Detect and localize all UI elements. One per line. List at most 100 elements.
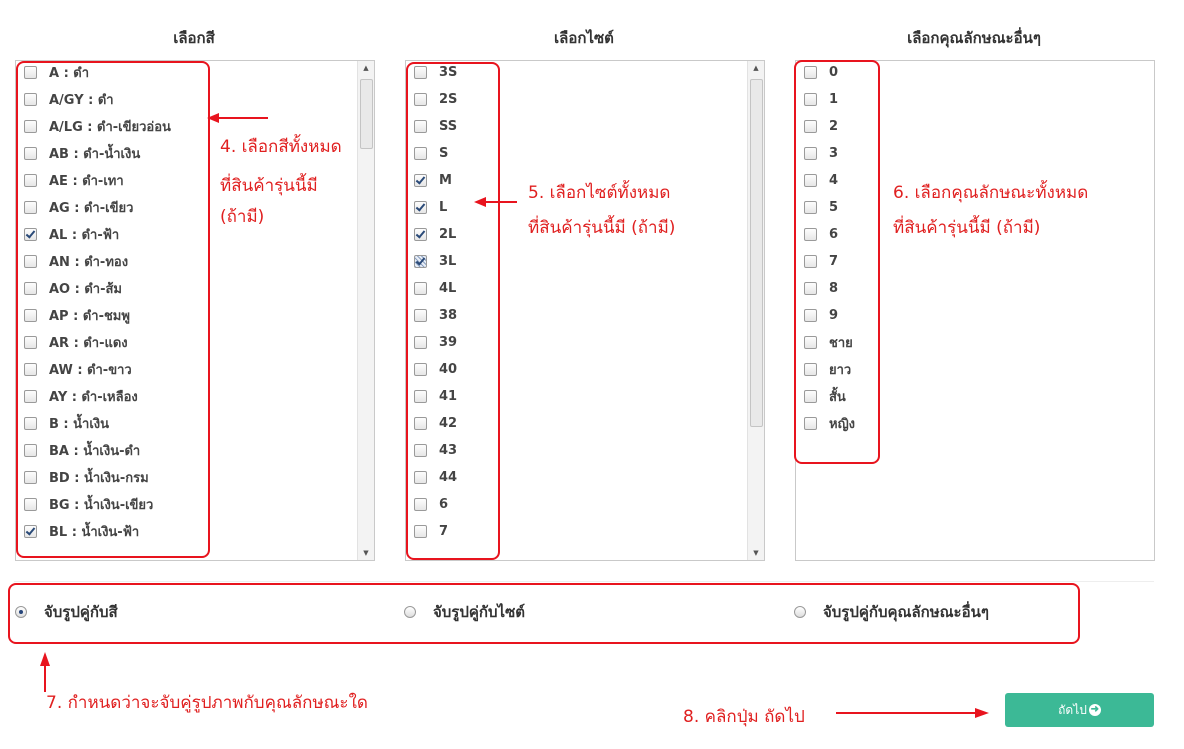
radio-match-size[interactable]: จับรูปคู่กับไซต์	[404, 600, 525, 624]
checkbox[interactable]	[804, 174, 817, 187]
size-option[interactable]: 39	[414, 329, 457, 356]
color-option[interactable]: AP : ดำ-ชมพู	[24, 302, 130, 329]
checkbox[interactable]	[414, 255, 427, 268]
checkbox[interactable]	[804, 255, 817, 268]
color-option[interactable]: BL : น้ำเงิน-ฟ้า	[24, 518, 139, 545]
checkbox[interactable]	[24, 201, 37, 214]
checkbox[interactable]	[24, 147, 37, 160]
color-option[interactable]: AO : ดำ-ส้ม	[24, 275, 122, 302]
checkbox[interactable]	[24, 66, 37, 79]
checkbox[interactable]	[24, 444, 37, 457]
color-list-scrollbar[interactable]: ▲ ▼	[357, 61, 374, 560]
size-option[interactable]: 6	[414, 491, 448, 518]
checkbox[interactable]	[804, 336, 817, 349]
other-attribute-option[interactable]: หญิง	[804, 410, 855, 437]
size-option[interactable]: L	[414, 194, 447, 221]
checkbox[interactable]	[414, 66, 427, 79]
checkbox[interactable]	[24, 336, 37, 349]
color-option[interactable]: BD : น้ำเงิน-กรม	[24, 464, 149, 491]
other-attribute-option[interactable]: 0	[804, 61, 838, 86]
other-attribute-option[interactable]: ยาว	[804, 356, 851, 383]
color-option[interactable]: B : น้ำเงิน	[24, 410, 109, 437]
checkbox[interactable]	[414, 201, 427, 214]
scroll-down-icon[interactable]: ▼	[753, 549, 759, 557]
checkbox[interactable]	[414, 498, 427, 511]
color-option[interactable]: AB : ดำ-น้ำเงิน	[24, 140, 140, 167]
checkbox[interactable]	[414, 363, 427, 376]
checkbox[interactable]	[24, 228, 37, 241]
color-option[interactable]: AE : ดำ-เทา	[24, 167, 124, 194]
other-attribute-option[interactable]: 7	[804, 248, 838, 275]
other-attribute-option[interactable]: 5	[804, 194, 838, 221]
checkbox[interactable]	[414, 282, 427, 295]
scroll-thumb[interactable]	[750, 79, 763, 427]
color-option[interactable]: BG : น้ำเงิน-เขียว	[24, 491, 153, 518]
size-option[interactable]: 41	[414, 383, 457, 410]
color-option[interactable]: A/GY : ดำ	[24, 86, 114, 113]
size-listbox[interactable]: ▲ ▼ 3S 2S SS S M L 2L 3L 4L 38 39 40 41 42 43 44 6 7	[405, 60, 765, 561]
checkbox[interactable]	[804, 66, 817, 79]
color-option[interactable]: AL : ดำ-ฟ้า	[24, 221, 119, 248]
checkbox[interactable]	[414, 147, 427, 160]
checkbox[interactable]	[24, 174, 37, 187]
size-option[interactable]: 2S	[414, 86, 457, 113]
color-listbox[interactable]: ▲ ▼ A : ดำ A/GY : ดำ A/LG : ดำ-เขียวอ่อน AB…	[15, 60, 375, 561]
checkbox[interactable]	[414, 228, 427, 241]
other-attribute-option[interactable]: 9	[804, 302, 838, 329]
color-option[interactable]: A : ดำ	[24, 61, 89, 86]
checkbox[interactable]	[804, 147, 817, 160]
size-option[interactable]: 43	[414, 437, 457, 464]
checkbox[interactable]	[804, 93, 817, 106]
scroll-up-icon[interactable]: ▲	[363, 64, 369, 72]
checkbox[interactable]	[24, 498, 37, 511]
size-option[interactable]: 44	[414, 464, 457, 491]
color-option[interactable]: AY : ดำ-เหลือง	[24, 383, 138, 410]
checkbox[interactable]	[414, 444, 427, 457]
checkbox[interactable]	[24, 255, 37, 268]
checkbox[interactable]	[804, 228, 817, 241]
checkbox[interactable]	[804, 417, 817, 430]
size-option[interactable]: 7	[414, 518, 448, 545]
checkbox[interactable]	[414, 93, 427, 106]
color-option[interactable]: AR : ดำ-แดง	[24, 329, 128, 356]
size-option[interactable]: 4L	[414, 275, 456, 302]
checkbox[interactable]	[414, 525, 427, 538]
scroll-thumb[interactable]	[360, 79, 373, 149]
size-option[interactable]: 3S	[414, 61, 457, 86]
checkbox[interactable]	[414, 174, 427, 187]
checkbox[interactable]	[24, 93, 37, 106]
size-option[interactable]: SS	[414, 113, 457, 140]
checkbox[interactable]	[804, 282, 817, 295]
other-attribute-option[interactable]: 1	[804, 86, 838, 113]
size-option[interactable]: 2L	[414, 221, 456, 248]
color-option[interactable]: BA : น้ำเงิน-ดำ	[24, 437, 140, 464]
color-option[interactable]: A/LG : ดำ-เขียวอ่อน	[24, 113, 171, 140]
checkbox[interactable]	[414, 336, 427, 349]
checkbox[interactable]	[414, 471, 427, 484]
checkbox[interactable]	[414, 417, 427, 430]
checkbox[interactable]	[414, 309, 427, 322]
checkbox[interactable]	[804, 390, 817, 403]
radio-match-other[interactable]: จับรูปคู่กับคุณลักษณะอื่นๆ	[794, 600, 989, 624]
other-attribute-option[interactable]: 6	[804, 221, 838, 248]
radio-button-icon[interactable]	[15, 606, 27, 618]
radio-match-color[interactable]: จับรูปคู่กับสี	[15, 600, 118, 624]
scroll-up-icon[interactable]: ▲	[753, 64, 759, 72]
checkbox[interactable]	[804, 363, 817, 376]
checkbox[interactable]	[24, 363, 37, 376]
other-attribute-option[interactable]: 8	[804, 275, 838, 302]
radio-button-icon[interactable]	[794, 606, 806, 618]
scroll-down-icon[interactable]: ▼	[363, 549, 369, 557]
checkbox[interactable]	[804, 201, 817, 214]
checkbox[interactable]	[24, 282, 37, 295]
size-list-scrollbar[interactable]: ▲ ▼	[747, 61, 764, 560]
color-option[interactable]: AW : ดำ-ขาว	[24, 356, 132, 383]
size-option[interactable]: 40	[414, 356, 457, 383]
checkbox[interactable]	[414, 120, 427, 133]
checkbox[interactable]	[24, 309, 37, 322]
checkbox[interactable]	[24, 525, 37, 538]
other-attribute-option[interactable]: ชาย	[804, 329, 853, 356]
checkbox[interactable]	[804, 120, 817, 133]
size-option[interactable]: 42	[414, 410, 457, 437]
size-option[interactable]: 38	[414, 302, 457, 329]
